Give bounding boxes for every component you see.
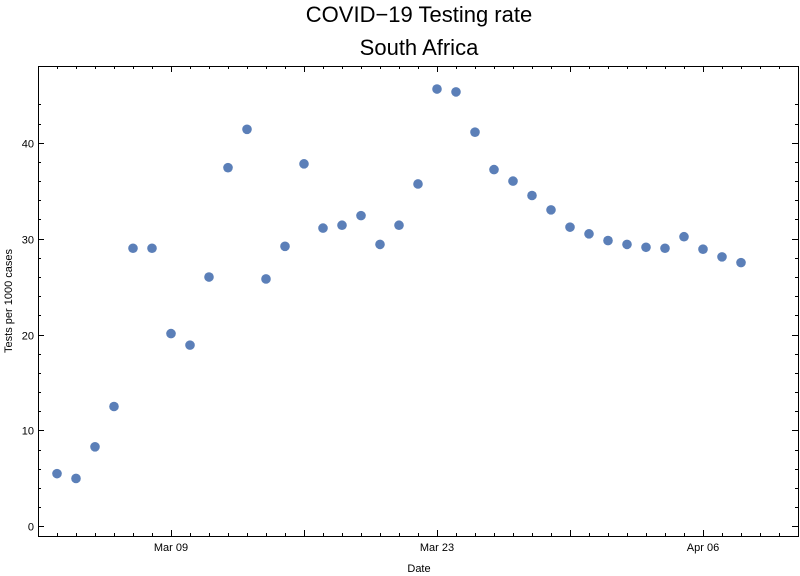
data-point	[660, 243, 670, 254]
data-point	[299, 159, 309, 169]
data-point	[337, 220, 347, 231]
x-tick-label: Mar 23	[420, 542, 454, 554]
x-tick-label: Mar 09	[154, 542, 188, 554]
data-point	[527, 190, 537, 201]
data-point	[261, 274, 271, 284]
data-point	[52, 468, 62, 479]
y-axis-label: Tests per 1000 cases	[3, 249, 15, 353]
data-point	[71, 473, 81, 484]
data-point	[508, 176, 518, 186]
data-point	[603, 235, 613, 246]
y-tick-label: 0	[28, 522, 34, 534]
data-point	[204, 272, 214, 282]
data-point	[128, 243, 138, 254]
plot-frame	[38, 66, 799, 537]
data-point	[451, 87, 461, 97]
data-point	[394, 220, 404, 231]
data-point	[90, 441, 100, 452]
x-tick-label: Apr 06	[687, 542, 719, 554]
axis-ticks: 0 10 20 30 40 Mar 09 Mar 23 Apr 06	[22, 66, 799, 554]
data-point	[166, 328, 176, 339]
data-point	[717, 252, 727, 262]
chart-title: COVID−19 Testing rate	[306, 2, 532, 27]
chart-subtitle: South Africa	[360, 35, 479, 60]
y-tick-label: 10	[22, 426, 34, 438]
y-tick-label: 30	[22, 235, 34, 247]
y-tick-label: 20	[22, 331, 34, 343]
data-point	[242, 124, 252, 135]
data-points	[52, 84, 746, 484]
data-point	[356, 210, 366, 221]
data-point	[546, 205, 556, 215]
data-point	[109, 401, 119, 412]
data-point	[223, 162, 233, 173]
data-point	[432, 84, 442, 94]
data-point	[147, 243, 157, 254]
data-point	[565, 222, 575, 232]
data-point	[413, 179, 423, 189]
data-point	[185, 340, 195, 350]
data-point	[736, 257, 746, 268]
data-point	[641, 242, 651, 253]
data-point	[584, 229, 594, 239]
data-point	[679, 231, 689, 242]
data-point	[698, 244, 708, 255]
data-point	[375, 239, 385, 250]
data-point	[622, 239, 632, 250]
data-point	[280, 241, 290, 252]
x-axis-label: Date	[407, 563, 430, 575]
data-point	[489, 164, 499, 175]
data-point	[470, 127, 480, 137]
data-point	[318, 223, 328, 233]
y-tick-label: 40	[22, 139, 34, 151]
